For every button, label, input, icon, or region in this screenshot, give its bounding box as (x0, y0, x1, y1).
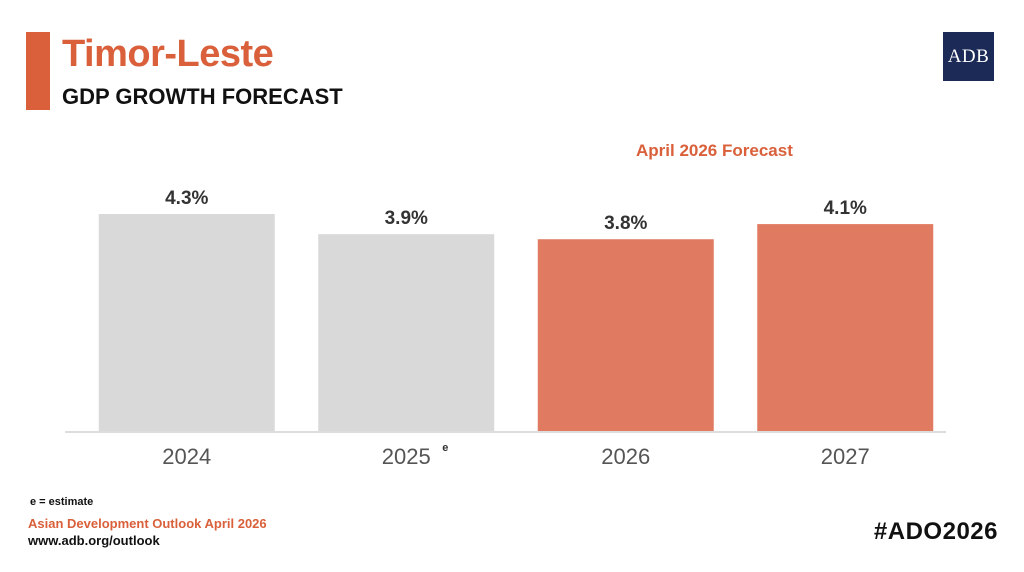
bar-2024 (98, 214, 275, 431)
estimate-note: e = estimate (30, 496, 94, 508)
adb-logo: ADB (943, 32, 994, 81)
hashtag: #ADO2026 (873, 518, 998, 545)
chart-subtitle: GDP GROWTH FORECAST (62, 84, 343, 109)
x-tick-superscript-2025: e (442, 442, 448, 454)
x-tick-label-2025: 2025 (382, 444, 431, 469)
data-label-2027: 4.1% (824, 198, 867, 219)
page-title: Timor-Leste (62, 33, 274, 75)
bar-2026 (537, 239, 714, 431)
forecast-period-label: April 2026 Forecast (636, 141, 793, 160)
data-label-2025: 3.9% (385, 208, 428, 229)
title-accent-bar (26, 32, 50, 110)
source-url: www.adb.org/outlook (28, 533, 160, 548)
data-label-2024: 4.3% (165, 188, 208, 209)
data-label-2026: 3.8% (604, 213, 647, 234)
source-text: Asian Development Outlook April 2026 (28, 516, 267, 531)
x-tick-label-2024: 2024 (162, 444, 211, 469)
x-tick-label-2026: 2026 (601, 444, 650, 469)
bar-2025 (318, 234, 495, 431)
x-tick-label-2027: 2027 (821, 444, 870, 469)
bar-2027 (757, 224, 934, 431)
